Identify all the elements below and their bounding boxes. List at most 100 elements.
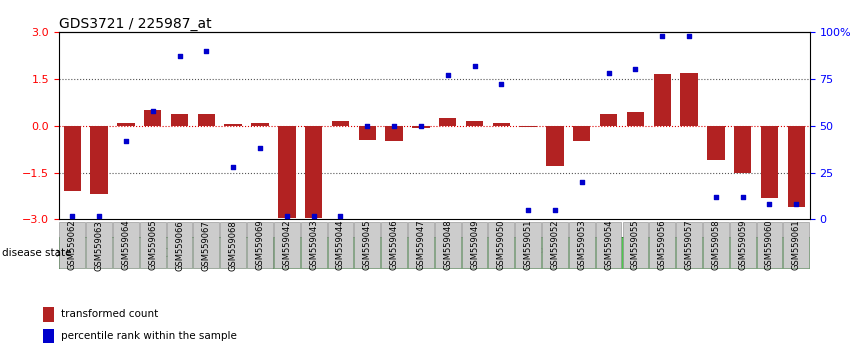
Bar xyxy=(359,126,376,140)
Bar xyxy=(43,329,54,343)
Text: GSM559058: GSM559058 xyxy=(711,220,721,270)
FancyBboxPatch shape xyxy=(488,222,514,268)
Point xyxy=(709,194,723,200)
Bar xyxy=(43,307,54,321)
Bar xyxy=(144,110,161,126)
Text: disease state: disease state xyxy=(2,248,71,258)
Bar xyxy=(573,126,591,141)
FancyBboxPatch shape xyxy=(247,222,273,268)
Point xyxy=(548,207,562,213)
Bar xyxy=(439,118,456,126)
Text: GSM559050: GSM559050 xyxy=(497,220,506,270)
Bar xyxy=(787,126,805,207)
FancyBboxPatch shape xyxy=(140,222,165,268)
Text: GSM559066: GSM559066 xyxy=(175,220,184,270)
Point xyxy=(763,202,777,207)
Point xyxy=(602,70,616,76)
FancyBboxPatch shape xyxy=(569,222,595,268)
Text: GSM559063: GSM559063 xyxy=(94,220,104,270)
Bar xyxy=(117,122,134,126)
Point xyxy=(280,213,294,218)
Point xyxy=(119,138,132,143)
Bar xyxy=(332,121,349,126)
Point xyxy=(414,123,428,129)
FancyBboxPatch shape xyxy=(784,222,809,268)
Text: GSM559046: GSM559046 xyxy=(390,220,398,270)
Point xyxy=(145,108,159,114)
FancyBboxPatch shape xyxy=(274,222,300,268)
Bar xyxy=(59,237,274,269)
FancyBboxPatch shape xyxy=(462,222,488,268)
Text: GSM559065: GSM559065 xyxy=(148,220,158,270)
Text: transformed count: transformed count xyxy=(61,309,158,319)
FancyBboxPatch shape xyxy=(515,222,541,268)
Text: GSM559054: GSM559054 xyxy=(604,220,613,270)
Point xyxy=(682,33,696,39)
Bar xyxy=(305,126,322,218)
Point xyxy=(736,194,750,200)
Point xyxy=(656,33,669,39)
FancyBboxPatch shape xyxy=(220,222,246,268)
Bar xyxy=(520,126,537,127)
Bar xyxy=(90,126,108,194)
Bar xyxy=(654,74,671,126)
FancyBboxPatch shape xyxy=(381,222,407,268)
Bar xyxy=(734,126,752,173)
Point xyxy=(521,207,535,213)
Text: GSM559044: GSM559044 xyxy=(336,220,345,270)
FancyBboxPatch shape xyxy=(650,222,675,268)
Text: GSM559061: GSM559061 xyxy=(792,220,801,270)
Text: GSM559068: GSM559068 xyxy=(229,220,237,270)
Point xyxy=(65,213,79,218)
FancyBboxPatch shape xyxy=(166,222,192,268)
FancyBboxPatch shape xyxy=(623,222,649,268)
Text: pCR: pCR xyxy=(153,247,179,259)
Text: GSM559045: GSM559045 xyxy=(363,220,372,270)
Bar xyxy=(600,114,617,126)
FancyBboxPatch shape xyxy=(113,222,139,268)
Point xyxy=(790,202,804,207)
Point xyxy=(494,81,508,87)
Bar xyxy=(251,122,268,126)
Point xyxy=(575,179,589,185)
FancyBboxPatch shape xyxy=(193,222,219,268)
Text: pPR: pPR xyxy=(529,247,553,259)
Point xyxy=(92,213,106,218)
Text: GSM559043: GSM559043 xyxy=(309,220,318,270)
Text: GSM559052: GSM559052 xyxy=(551,220,559,270)
FancyBboxPatch shape xyxy=(542,222,568,268)
Text: GSM559051: GSM559051 xyxy=(524,220,533,270)
Text: GSM559059: GSM559059 xyxy=(738,220,747,270)
Point xyxy=(360,123,374,129)
FancyBboxPatch shape xyxy=(327,222,353,268)
Bar xyxy=(546,126,564,166)
FancyBboxPatch shape xyxy=(703,222,728,268)
Bar xyxy=(466,121,483,126)
Point xyxy=(172,53,186,59)
Bar xyxy=(412,126,430,128)
Bar xyxy=(197,114,215,126)
Point xyxy=(199,48,213,53)
Bar xyxy=(274,237,810,269)
Point xyxy=(307,213,320,218)
Text: GSM559057: GSM559057 xyxy=(684,220,694,270)
Bar xyxy=(278,126,295,218)
Text: GSM559055: GSM559055 xyxy=(631,220,640,270)
FancyBboxPatch shape xyxy=(60,222,85,268)
FancyBboxPatch shape xyxy=(301,222,326,268)
Text: GSM559064: GSM559064 xyxy=(121,220,131,270)
Point xyxy=(387,123,401,129)
Text: GSM559042: GSM559042 xyxy=(282,220,291,270)
Bar xyxy=(493,122,510,126)
FancyBboxPatch shape xyxy=(87,222,112,268)
FancyBboxPatch shape xyxy=(676,222,702,268)
FancyBboxPatch shape xyxy=(354,222,380,268)
Text: GSM559060: GSM559060 xyxy=(765,220,774,270)
Bar xyxy=(385,126,403,141)
Point xyxy=(441,72,455,78)
Text: GSM559069: GSM559069 xyxy=(255,220,264,270)
Bar xyxy=(224,124,242,126)
Text: GSM559053: GSM559053 xyxy=(578,220,586,270)
Text: GSM559048: GSM559048 xyxy=(443,220,452,270)
Text: GSM559062: GSM559062 xyxy=(68,220,77,270)
